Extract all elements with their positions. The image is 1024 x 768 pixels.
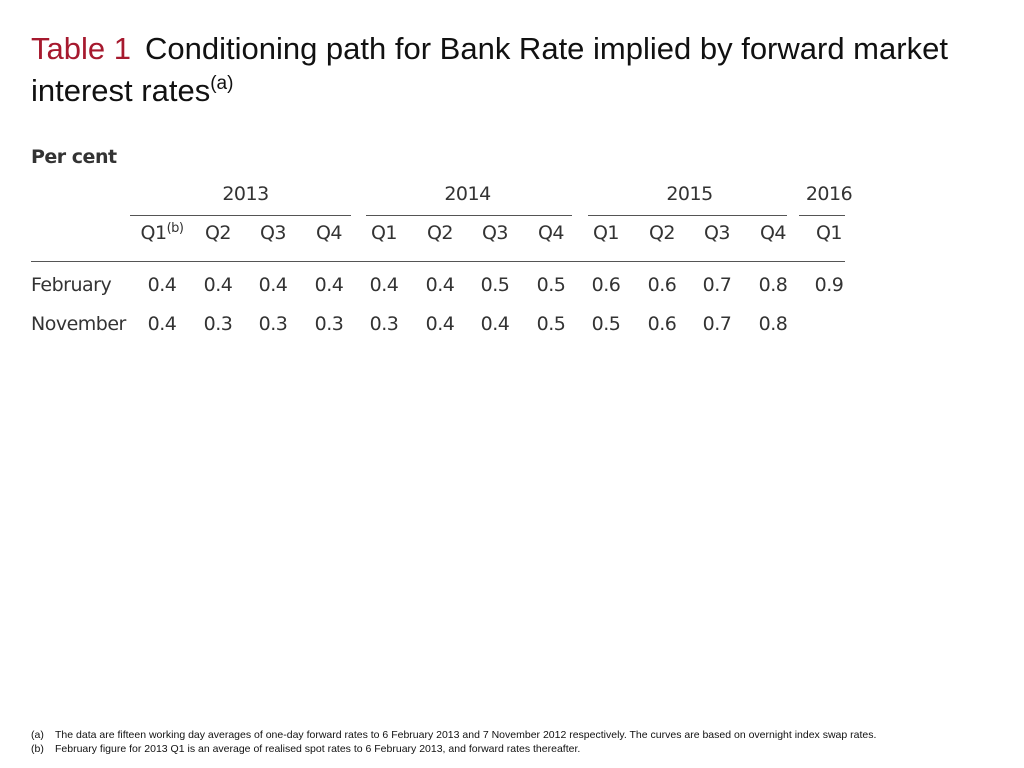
table-cell: 0.8 [758,313,788,335]
table-cell: 0.4 [147,313,177,335]
header-rule [31,261,845,262]
footnote-a: (a) The data are fifteen working day ave… [31,728,1011,742]
table-cell: 0.3 [314,313,344,335]
table-cell: 0.3 [203,313,233,335]
table-cell: 0.8 [758,274,788,296]
table-number: Table 1 [31,31,131,66]
table-cell: 0.5 [591,313,621,335]
year-header: 2013 [222,183,269,205]
table-cell: 0.4 [369,274,399,296]
quarter-header: Q2 [204,222,232,244]
table-cell: 0.7 [702,274,732,296]
year-header: 2015 [666,183,713,205]
table-cell: 0.4 [258,274,288,296]
table-title: Table 1 Conditioning path for Bank Rate i… [31,28,991,112]
footnote-b: (b) February figure for 2013 Q1 is an av… [31,742,1011,756]
table-cell: 0.4 [147,274,177,296]
quarter-header: Q1 [592,222,620,244]
footnotes: (a) The data are fifteen working day ave… [31,728,1011,756]
year-underline [799,215,845,216]
quarter-header: Q4 [315,222,343,244]
quarter-header: Q4 [537,222,565,244]
table-cell: 0.4 [425,274,455,296]
table-cell: 0.7 [702,313,732,335]
table-cell: 0.6 [591,274,621,296]
footnote-mark: (b) [31,743,44,755]
unit-label: Per cent [31,146,117,168]
quarter-header: Q3 [703,222,731,244]
table-cell: 0.3 [369,313,399,335]
table-cell: 0.6 [647,313,677,335]
footnote-text: February figure for 2013 Q1 is an averag… [55,743,581,755]
table-cell: 0.9 [814,274,844,296]
table-cell: 0.5 [480,274,510,296]
quarter-header: Q1 [815,222,843,244]
year-header: 2016 [805,183,853,205]
table-cell: 0.3 [258,313,288,335]
row-label: February [31,274,112,296]
quarter-header: Q1(b) [140,221,184,244]
table-cell: 0.5 [536,313,566,335]
table-cell: 0.4 [203,274,233,296]
table-cell: 0.4 [480,313,510,335]
quarter-header: Q2 [648,222,676,244]
year-underline [366,215,572,216]
year-header: 2014 [444,183,491,205]
table-cell: 0.5 [536,274,566,296]
table-cell: 0.4 [314,274,344,296]
row-label: November [31,313,126,335]
quarter-header: Q1 [370,222,398,244]
quarter-footnote-ref: (b) [166,221,184,236]
quarter-header: Q3 [259,222,287,244]
title-footnote-ref: (a) [210,73,234,94]
year-underline [588,215,787,216]
quarter-header: Q2 [426,222,454,244]
quarter-header: Q4 [759,222,787,244]
year-underline [130,215,351,216]
footnote-mark: (a) [31,729,44,741]
footnote-text: The data are fifteen working day average… [55,729,877,741]
quarter-header: Q3 [481,222,509,244]
table-cell: 0.6 [647,274,677,296]
table-title-text: Conditioning path for Bank Rate implied … [31,31,948,108]
table-cell: 0.4 [425,313,455,335]
